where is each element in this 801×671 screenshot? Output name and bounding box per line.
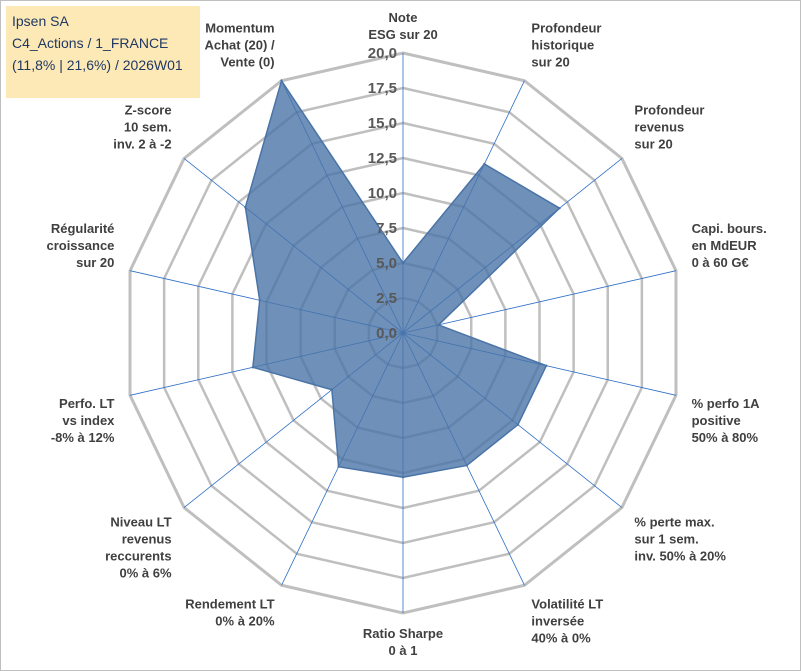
axis-label-11-line-0: Régularité bbox=[51, 221, 115, 236]
tick-label-2: 5,0 bbox=[376, 255, 397, 272]
axis-label-2-line-1: revenus bbox=[634, 119, 684, 134]
data-point-11 bbox=[258, 299, 261, 302]
axis-label-11-line-2: sur 20 bbox=[76, 255, 114, 270]
axis-label-12-line-2: inv. 2 à -2 bbox=[113, 136, 171, 151]
axis-label-7-line-1: 0 à 1 bbox=[389, 643, 418, 658]
tick-label-0: 0,0 bbox=[376, 325, 397, 342]
axis-label-9-line-2: reccurents bbox=[105, 549, 171, 564]
axis-label-9-line-0: Niveau LT bbox=[110, 515, 171, 530]
data-point-3 bbox=[437, 323, 440, 327]
axis-label-6-line-0: Volatilité LT bbox=[531, 597, 603, 612]
axis-label-10: Perfo. LT vs index -8% à 12% bbox=[51, 396, 115, 445]
axis-label-6-line-2: 40% à 0% bbox=[531, 631, 591, 646]
axis-label-1-line-2: sur 20 bbox=[531, 54, 569, 69]
radar-labels: Note ESG sur 20 Profondeur historique sur 20… bbox=[46, 10, 766, 658]
axis-label-12-line-1: 10 sem. bbox=[124, 119, 172, 134]
data-point-8 bbox=[337, 465, 340, 468]
axis-label-2-line-2: sur 20 bbox=[634, 136, 672, 151]
data-point-1 bbox=[483, 162, 486, 166]
axis-label-9-line-1: revenus bbox=[122, 532, 172, 547]
axis-label-4-line-0: % perfo 1A bbox=[692, 396, 761, 411]
axis-label-5-line-0: % perte max. bbox=[634, 515, 714, 530]
data-point-9 bbox=[330, 388, 334, 391]
axis-label-13: Momentum Achat (20) / Vente (0) bbox=[204, 20, 274, 69]
axis-label-2-line-0: Profondeur bbox=[634, 102, 704, 117]
data-point-13 bbox=[280, 79, 283, 82]
axis-label-2: Profondeur revenus sur 20 bbox=[634, 102, 704, 151]
tick-label-3: 7,5 bbox=[376, 220, 397, 237]
data-point-12 bbox=[244, 206, 247, 209]
info-title: Ipsen SA bbox=[12, 13, 69, 29]
axis-label-3-line-2: 0 à 60 G€ bbox=[692, 255, 749, 270]
data-point-10 bbox=[251, 366, 255, 369]
axis-label-3: Capi. bours. en MdEUR 0 à 60 G€ bbox=[692, 221, 767, 270]
tick-label-7: 17,5 bbox=[368, 80, 397, 97]
axis-label-13-line-1: Achat (20) / bbox=[204, 37, 274, 52]
tick-label-4: 10,0 bbox=[368, 185, 397, 202]
info-box: Ipsen SA C4_Actions / 1_FRANCE (11,8% | … bbox=[6, 6, 200, 98]
axis-label-1-line-0: Profondeur bbox=[531, 20, 601, 35]
data-point-0 bbox=[401, 261, 405, 265]
axis-label-4-line-2: 50% à 80% bbox=[692, 430, 759, 445]
info-category: C4_Actions / 1_FRANCE bbox=[12, 35, 169, 51]
axis-label-11: Régularité croissance sur 20 bbox=[46, 221, 114, 270]
axis-label-0-line-1: ESG sur 20 bbox=[368, 27, 437, 42]
axis-label-7: Ratio Sharpe 0 à 1 bbox=[363, 626, 443, 658]
axis-label-5-line-1: sur 1 sem. bbox=[634, 532, 698, 547]
axis-label-8-line-1: 0% à 20% bbox=[215, 614, 275, 629]
axis-label-9: Niveau LT revenus reccurents 0% à 6% bbox=[105, 515, 172, 581]
tick-label-1: 2,5 bbox=[376, 290, 397, 307]
spoke-3 bbox=[402, 270, 677, 334]
radar-ticks: 0,0 2,5 5,0 7,5 10,0 12,5 15,0 17,5 20,0 bbox=[368, 45, 397, 342]
axis-label-13-line-0: Momentum bbox=[205, 20, 274, 35]
axis-label-9-line-3: 0% à 6% bbox=[120, 566, 172, 581]
radar-series bbox=[244, 78, 561, 479]
axis-label-5-line-2: inv. 50% à 20% bbox=[634, 549, 726, 564]
axis-label-6-line-1: inversée bbox=[531, 614, 584, 629]
axis-label-0-line-0: Note bbox=[389, 10, 418, 25]
axis-label-5: % perte max. sur 1 sem. inv. 50% à 20% bbox=[634, 515, 726, 564]
axis-label-1-line-1: historique bbox=[531, 37, 594, 52]
data-point-7 bbox=[401, 476, 405, 479]
axis-label-8-line-0: Rendement LT bbox=[185, 597, 274, 612]
data-point-2 bbox=[558, 206, 561, 210]
axis-label-13-line-2: Vente (0) bbox=[220, 54, 274, 69]
axis-label-12-line-0: Z-score bbox=[125, 102, 172, 117]
data-point-5 bbox=[516, 423, 520, 426]
axis-label-11-line-1: croissance bbox=[46, 238, 114, 253]
axis-label-6: Volatilité LT inversée 40% à 0% bbox=[531, 597, 603, 646]
info-stats: (11,8% | 21,6%) / 2026W01 bbox=[12, 57, 183, 73]
axis-label-3-line-1: en MdEUR bbox=[692, 238, 758, 253]
axis-label-1: Profondeur historique sur 20 bbox=[531, 20, 601, 69]
axis-label-8: Rendement LT 0% à 20% bbox=[185, 597, 275, 629]
axis-label-10-line-1: vs index bbox=[62, 413, 115, 428]
axis-label-12: Z-score 10 sem. inv. 2 à -2 bbox=[113, 102, 171, 151]
axis-label-4-line-1: positive bbox=[692, 413, 741, 428]
axis-label-10-line-2: -8% à 12% bbox=[51, 430, 115, 445]
axis-label-10-line-0: Perfo. LT bbox=[59, 396, 114, 411]
axis-label-3-line-0: Capi. bours. bbox=[692, 221, 767, 236]
tick-label-5: 12,5 bbox=[368, 150, 397, 167]
tick-label-6: 15,0 bbox=[368, 115, 397, 132]
data-point-4 bbox=[545, 364, 548, 367]
axis-label-7-line-0: Ratio Sharpe bbox=[363, 626, 443, 641]
tick-label-8: 20,0 bbox=[368, 45, 397, 62]
axis-label-4: % perfo 1A positive 50% à 80% bbox=[692, 396, 761, 445]
data-point-6 bbox=[465, 464, 468, 467]
axis-label-0: Note ESG sur 20 bbox=[368, 10, 437, 42]
